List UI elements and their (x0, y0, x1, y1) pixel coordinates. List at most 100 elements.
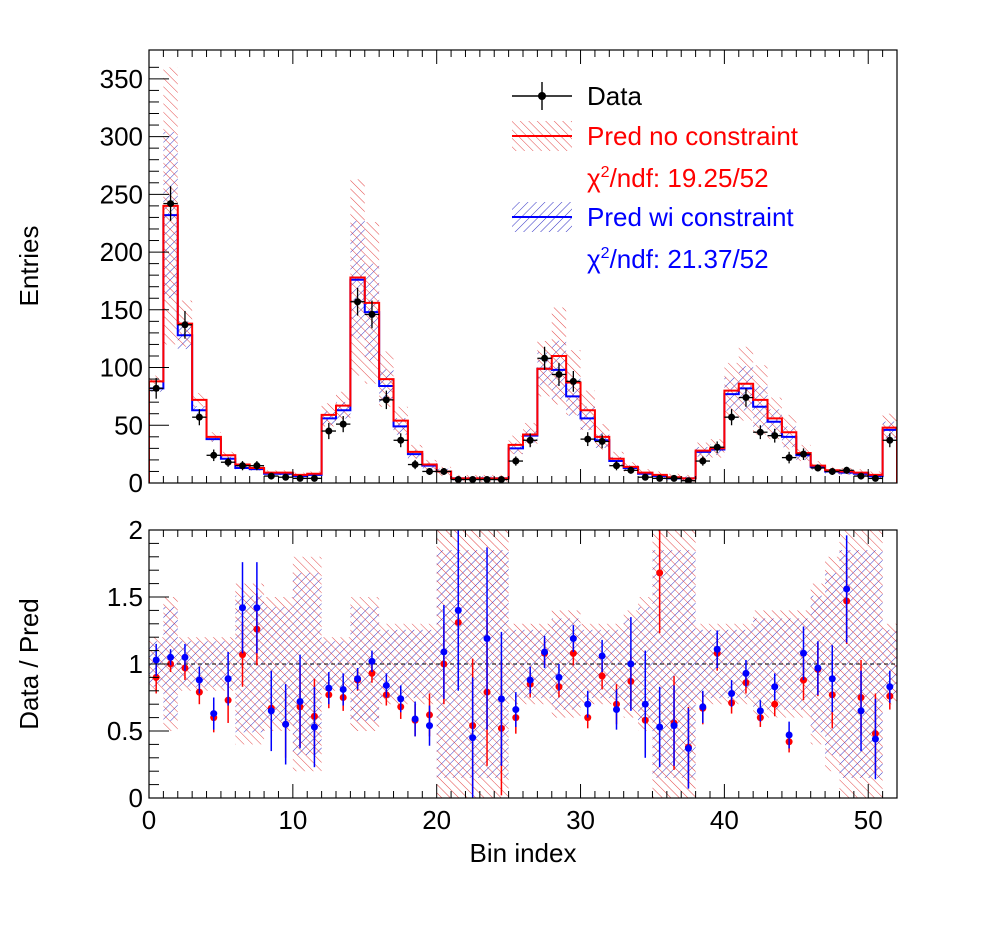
y-tick-label: 200 (100, 237, 143, 267)
ratio-point-wi-constraint (541, 648, 549, 656)
ratio-point-wi-constraint (814, 664, 822, 672)
ratio-point-wi-constraint (167, 653, 175, 661)
x-tick-label: 40 (710, 805, 739, 835)
ratio-point-wi-constraint (440, 648, 448, 656)
legend-entry-data: Data (512, 81, 642, 111)
data-point (728, 413, 736, 421)
data-point (569, 377, 577, 385)
y-tick-label: 2 (129, 515, 143, 545)
ratio-point-wi-constraint (699, 703, 707, 711)
ratio-point-wi-constraint (800, 649, 807, 657)
data-point (656, 474, 664, 482)
data-point (282, 473, 290, 481)
ratio-point-wi-constraint (843, 585, 851, 593)
bottom-xlabel: Bin index (470, 838, 577, 868)
ratio-point-wi-constraint (426, 722, 433, 730)
y-tick-label: 0.5 (107, 716, 143, 746)
data-point (296, 474, 304, 482)
y-tick-label: 100 (100, 353, 143, 383)
data-point (454, 476, 462, 483)
ratio-band-no-constraint-bin (652, 530, 667, 798)
y-tick-label: 1 (129, 649, 143, 679)
ratio-point-wi-constraint (756, 707, 764, 715)
data-point (354, 298, 362, 306)
data-point (368, 310, 376, 318)
ratio-point-wi-constraint (627, 660, 635, 668)
ratio-point-wi-constraint (325, 684, 333, 692)
ratio-point-wi-constraint (354, 675, 362, 683)
data-point (497, 476, 505, 483)
x-tick-label: 30 (566, 805, 595, 835)
data-point (756, 428, 764, 436)
ratio-point-no-constraint (656, 569, 664, 577)
data-point (627, 466, 635, 474)
legend-entry-pred-no-constraint: Pred no constraint χ2/ndf: 19.25/52 (512, 121, 799, 193)
ratio-band-no-constraint-bin (393, 623, 408, 705)
ratio-band-no-constraint-bin (609, 623, 624, 705)
data-point (598, 437, 606, 445)
y-tick-label: 0 (129, 468, 143, 498)
ratio-point-wi-constraint (684, 744, 692, 752)
data-point (325, 427, 333, 435)
ratio-point-wi-constraint (728, 689, 736, 697)
ratio-point-wi-constraint (296, 698, 304, 706)
ratio-point-wi-constraint (267, 707, 275, 715)
ratio-point-no-constraint (368, 669, 376, 677)
data-point (871, 474, 879, 482)
legend-entry-pred-wi-constraint: Pred wi constraint χ2/ndf: 21.37/52 (512, 202, 794, 274)
ratio-point-wi-constraint (713, 645, 721, 653)
ratio-point-wi-constraint (512, 706, 520, 714)
ratio-point-wi-constraint (828, 675, 836, 683)
data-point (267, 472, 275, 480)
data-point (382, 396, 390, 404)
ratio-point-wi-constraint (253, 604, 261, 612)
ratio-band-no-constraint-bin (580, 623, 595, 705)
data-point (210, 451, 218, 459)
y-tick-label: 150 (100, 295, 143, 325)
x-tick-label: 50 (854, 805, 883, 835)
ratio-point-wi-constraint (411, 715, 419, 723)
data-point (555, 370, 563, 378)
y-tick-label: 50 (114, 410, 143, 440)
data-point (785, 454, 793, 462)
ratio-point-wi-constraint (569, 635, 577, 643)
ratio-point-wi-constraint (397, 695, 405, 703)
data-point (181, 321, 189, 329)
data-point (239, 462, 246, 470)
data-point (699, 457, 707, 465)
data-point (541, 354, 549, 362)
top-data-points (149, 186, 897, 483)
top-panel: 0 50 100 150 200 250 300 350 Entries (14, 49, 898, 498)
x-tick-label: 0 (142, 805, 156, 835)
data-point (411, 461, 419, 469)
bottom-uncertainty-bands (149, 530, 897, 798)
ratio-point-no-constraint (239, 651, 246, 659)
data-point (814, 464, 822, 472)
y-tick-label: 1.5 (107, 582, 143, 612)
ratio-point-wi-constraint (497, 695, 505, 703)
ratio-point-wi-constraint (641, 700, 649, 708)
ratio-point-no-constraint (569, 649, 577, 657)
ratio-point-wi-constraint (469, 734, 477, 742)
ratio-point-wi-constraint (282, 720, 290, 728)
data-point (713, 443, 721, 451)
y-tick-label: 0 (129, 783, 143, 813)
data-point (167, 200, 175, 208)
ratio-point-wi-constraint (152, 656, 160, 664)
data-point (584, 435, 592, 443)
data-point (843, 466, 851, 474)
data-point (339, 420, 347, 428)
top-histograms (149, 204, 897, 483)
ratio-point-wi-constraint (555, 673, 563, 681)
data-point (397, 436, 405, 444)
data-point (742, 394, 750, 402)
legend-nc-chi2: χ2/ndf: 19.25/52 (587, 163, 769, 193)
legend-wc-label: Pred wi constraint (587, 202, 794, 232)
data-point (195, 413, 203, 421)
legend-nc-label: Pred no constraint (587, 121, 799, 151)
ratio-band-no-constraint-bin (307, 556, 322, 772)
legend: Data Pred no constraint χ2/ndf: 19.25/52… (512, 81, 799, 274)
ratio-point-wi-constraint (886, 683, 894, 691)
data-point (224, 458, 232, 466)
